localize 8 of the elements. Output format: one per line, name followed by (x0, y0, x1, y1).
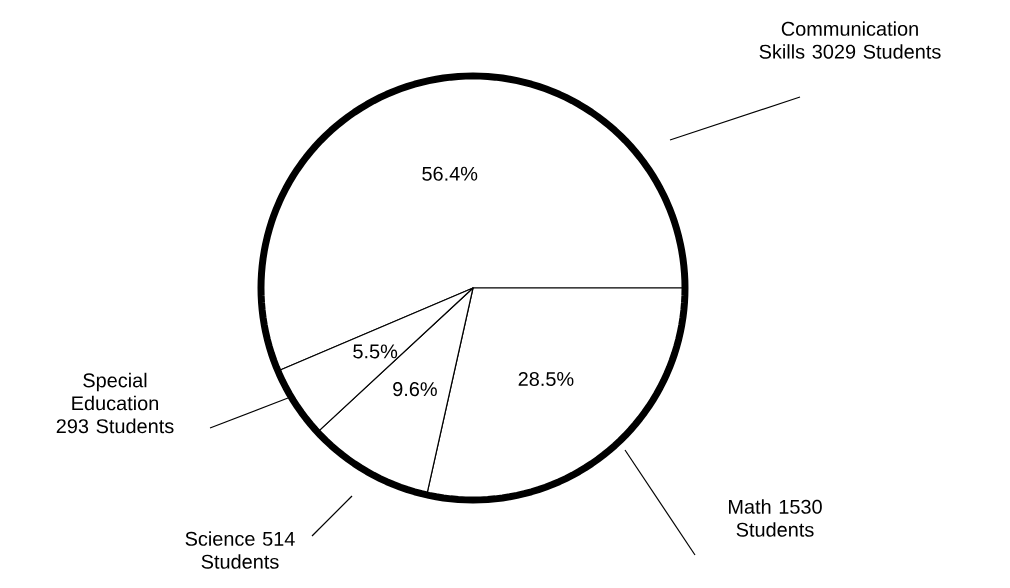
data-label: 28.5% (518, 371, 574, 387)
slice-label: Science 514 Students (185, 531, 295, 569)
legend-label: Special Education 293 Students (56, 372, 174, 434)
slice-label: Communication Skills 3029 Students (759, 21, 941, 59)
slice-label: Math 1530 Students (729, 499, 822, 537)
data-label: 9.6% (393, 382, 437, 397)
data-label: 56.4% (422, 166, 478, 181)
data-label: 5.5% (353, 344, 398, 359)
